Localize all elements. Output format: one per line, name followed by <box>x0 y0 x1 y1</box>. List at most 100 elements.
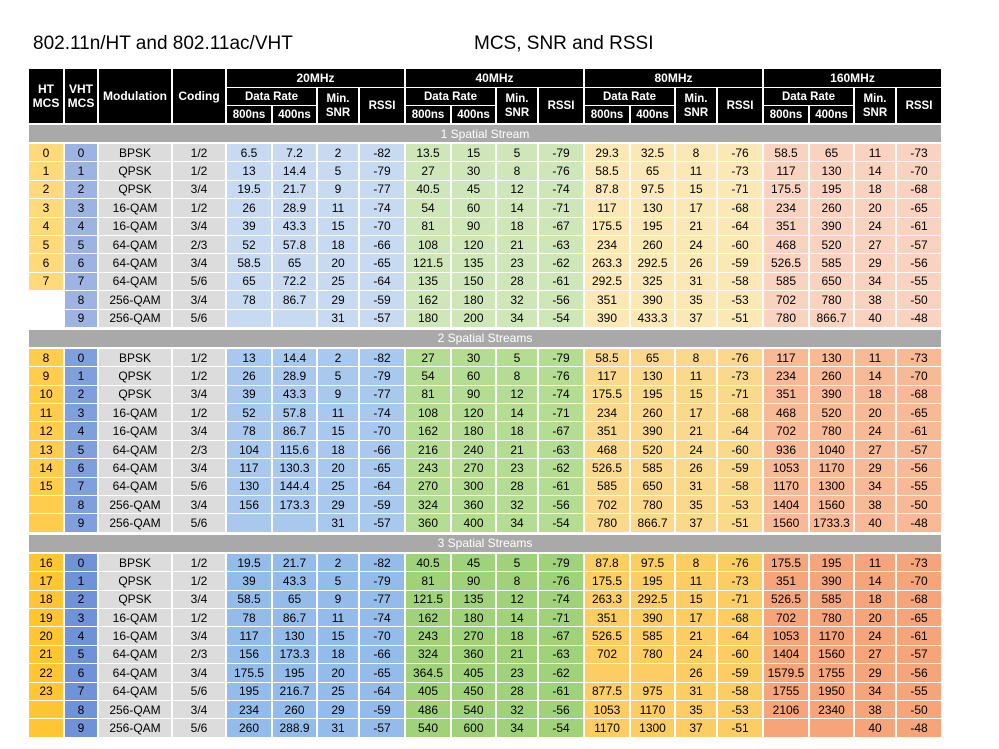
vht-mcs-cell: 1 <box>65 572 97 591</box>
table-row: 9 256-QAM 5/6 31 -57 180 200 34 -54 390 433.3 37 -51… <box>29 309 941 328</box>
ht-mcs-cell: 19 <box>29 608 63 628</box>
rate-160-800ns-cell: 468 <box>764 404 808 423</box>
rate-40-400ns-cell: 405 <box>452 664 495 683</box>
rate-20-800ns-cell <box>227 309 271 328</box>
snr-80-cell: 31 <box>676 477 716 497</box>
rate-20-800ns-cell: 78 <box>227 608 271 628</box>
coding-cell: 2/3 <box>173 440 225 460</box>
snr-80-cell: 31 <box>676 682 716 701</box>
coding-cell: 2/3 <box>173 235 225 255</box>
snr-40-cell: 23 <box>497 664 537 683</box>
rate-80-800ns-cell: 1170 <box>585 719 629 738</box>
modulation-cell: QPSK <box>99 572 171 591</box>
rate-160-800ns-cell: 351 <box>764 217 808 236</box>
snr-80-cell: 15 <box>676 590 716 609</box>
rate-20-800ns-cell: 26 <box>227 367 271 386</box>
coding-cell: 3/4 <box>173 385 225 405</box>
coding-cell: 3/4 <box>173 664 225 683</box>
rssi-40-cell: -56 <box>539 291 583 310</box>
rssi-160-cell: -73 <box>897 348 941 368</box>
rssi-80-cell: -68 <box>718 608 762 628</box>
modulation-cell: 64-QAM <box>99 440 171 460</box>
ht-mcs-cell: 1 <box>29 162 63 181</box>
rate-20-400ns-cell: 173.3 <box>273 496 316 515</box>
rssi-160-cell: -48 <box>897 719 941 738</box>
ht-mcs-cell: 21 <box>29 645 63 665</box>
ht-mcs-cell <box>29 291 63 310</box>
coding-cell: 1/2 <box>173 608 225 628</box>
section-1-spatial-stream: 1 Spatial Stream 0 0 BPSK 1/2 6.5 7.2 2 -82 13.5 1… <box>29 123 941 328</box>
rssi-80-cell: -76 <box>718 348 762 368</box>
snr-40-cell: 34 <box>497 309 537 328</box>
rate-80-800ns-cell: 390 <box>585 309 629 328</box>
coding-cell: 3/4 <box>173 459 225 478</box>
data-rate-header: Data Rate <box>764 87 853 105</box>
snr-40-cell: 28 <box>497 272 537 292</box>
mcs-table: HT MCS VHT MCS Modulation Coding 20MHz 40M… <box>27 69 943 738</box>
snr-20-cell: 29 <box>318 496 358 515</box>
rssi-160-cell: -57 <box>897 645 941 665</box>
rate-80-800ns-cell: 780 <box>585 514 629 533</box>
rate-20-800ns-cell: 58.5 <box>227 590 271 609</box>
rate-40-800ns-cell: 121.5 <box>406 254 450 273</box>
rssi-20-cell: -65 <box>360 254 404 273</box>
rate-80-400ns-cell: 292.5 <box>631 590 674 609</box>
data-rate-header: Data Rate <box>585 87 674 105</box>
snr-160-cell: 24 <box>855 422 895 441</box>
rate-40-800ns-cell: 81 <box>406 572 450 591</box>
snr-20-cell: 9 <box>318 180 358 200</box>
rssi-40-cell: -74 <box>539 590 583 609</box>
snr-160-cell: 20 <box>855 199 895 218</box>
ht-mcs-cell <box>29 719 63 738</box>
rate-20-800ns-cell: 65 <box>227 272 271 292</box>
rate-40-400ns-cell: 360 <box>452 645 495 665</box>
rate-160-800ns-cell: 468 <box>764 235 808 255</box>
rate-160-400ns-cell: 130 <box>810 162 853 181</box>
rssi-80-cell: -73 <box>718 367 762 386</box>
modulation-cell: 64-QAM <box>99 477 171 497</box>
coding-cell: 1/2 <box>173 144 225 163</box>
snr-80-cell: 26 <box>676 254 716 273</box>
rate-20-400ns-cell: 195 <box>273 664 316 683</box>
rate-40-800ns-cell: 180 <box>406 309 450 328</box>
rssi-20-cell: -79 <box>360 162 404 181</box>
rate-160-400ns-cell: 195 <box>810 180 853 200</box>
rssi-40-cell: -62 <box>539 664 583 683</box>
rate-80-800ns-cell: 351 <box>585 422 629 441</box>
ht-mcs-cell: 22 <box>29 664 63 683</box>
table-row: 19 3 16-QAM 1/2 78 86.7 11 -74 162 180 14 -71 351 390… <box>29 608 941 628</box>
section-header-row: 3 Spatial Streams <box>29 532 941 554</box>
ht-mcs-cell: 11 <box>29 404 63 423</box>
rate-80-400ns-cell: 130 <box>631 199 674 218</box>
section-header-row: 1 Spatial Stream <box>29 123 941 144</box>
rate-160-400ns-cell: 1300 <box>810 477 853 497</box>
rssi-80-cell: -53 <box>718 700 762 720</box>
rate-40-800ns-cell: 243 <box>406 627 450 646</box>
rssi-20-cell: -64 <box>360 682 404 701</box>
rssi-header: RSSI <box>897 87 941 123</box>
snr-80-cell: 35 <box>676 496 716 515</box>
table-row: 0 0 BPSK 1/2 6.5 7.2 2 -82 13.5 15 5 -79 29.3 32.5 8 -7… <box>29 144 941 163</box>
rate-80-800ns-cell: 175.5 <box>585 217 629 236</box>
rate-80-400ns-cell: 585 <box>631 459 674 478</box>
coding-cell: 1/2 <box>173 162 225 181</box>
rate-20-800ns-cell: 39 <box>227 572 271 591</box>
table-row: 8 0 BPSK 1/2 13 14.4 2 -82 27 30 5 -79 58.5 65 8 -76 117… <box>29 348 941 368</box>
table-row: 6 6 64-QAM 3/4 58.5 65 20 -65 121.5 135 23 -62 263.3… <box>29 254 941 273</box>
rssi-80-cell: -60 <box>718 645 762 665</box>
vht-mcs-cell: 4 <box>65 422 97 441</box>
table-row: 15 7 64-QAM 5/6 130 144.4 25 -64 270 300 28 -61 585 6… <box>29 477 941 497</box>
rate-40-800ns-cell: 405 <box>406 682 450 701</box>
snr-20-cell: 18 <box>318 440 358 460</box>
rssi-40-cell: -54 <box>539 719 583 738</box>
rssi-20-cell: -74 <box>360 199 404 218</box>
rate-40-400ns-cell: 120 <box>452 404 495 423</box>
document-subtitle: MCS, SNR and RSSI <box>474 33 654 54</box>
rate-40-400ns-cell: 120 <box>452 235 495 255</box>
snr-80-cell: 24 <box>676 235 716 255</box>
rssi-20-cell: -79 <box>360 572 404 591</box>
rssi-20-cell: -77 <box>360 590 404 609</box>
rssi-20-cell: -59 <box>360 700 404 720</box>
table-row: 8 256-QAM 3/4 234 260 29 -59 486 540 32 -56 1053 117… <box>29 700 941 720</box>
rate-80-400ns-cell: 1300 <box>631 719 674 738</box>
